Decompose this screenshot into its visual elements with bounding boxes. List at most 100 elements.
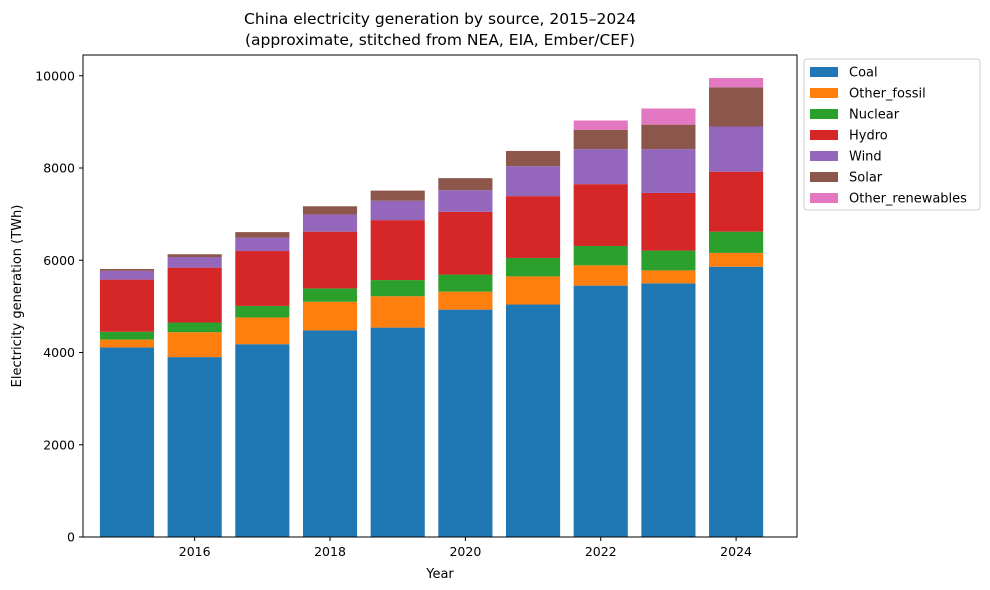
bar-segment-other-fossil-2017 (235, 317, 290, 345)
bar-segment-hydro-2018 (302, 231, 358, 289)
bar-segment-coal-2020 (438, 309, 493, 537)
bar-segment-hydro-2020 (438, 211, 493, 275)
bar-segment-other-renewables-2023 (641, 108, 696, 125)
bar-segment-nuclear-2019 (370, 280, 425, 297)
bar-segment-wind-2017 (235, 237, 290, 252)
bar-segment-solar-2019 (370, 190, 425, 201)
bar-segment-wind-2019 (370, 200, 425, 221)
bar-segment-coal-2021 (505, 304, 561, 537)
y-axis: 0 2000 4000 6000 8000 10000 (35, 68, 83, 545)
legend-label-solar: Solar (849, 171, 883, 186)
y-tick-label: 8000 (43, 161, 75, 176)
bar-segment-solar-2024 (709, 87, 764, 127)
bar-segment-wind-2021 (505, 166, 561, 197)
chart-title: China electricity generation by source, … (244, 10, 636, 28)
bar-segment-coal-2022 (573, 285, 628, 537)
legend-swatch-coal (810, 67, 838, 77)
bar-segment-hydro-2017 (235, 251, 290, 306)
bar-segment-hydro-2019 (370, 220, 425, 281)
bar-segment-wind-2022 (573, 149, 628, 185)
bar-segment-other-renewables-2022 (573, 120, 628, 130)
y-axis-title: Electricity generation (TWh) (10, 205, 25, 388)
bar-segment-other-fossil-2015 (99, 339, 155, 348)
bar-segment-hydro-2021 (505, 196, 561, 258)
bar-segment-nuclear-2021 (505, 257, 561, 277)
legend-swatch-nuclear (810, 109, 838, 119)
bar-segment-coal-2019 (370, 327, 425, 537)
bar-segment-solar-2022 (573, 129, 628, 150)
bar-segment-coal-2023 (641, 283, 696, 537)
bar-segment-solar-2020 (438, 178, 493, 191)
legend-swatch-solar (810, 172, 838, 182)
legend-label-wind: Wind (849, 150, 882, 165)
bar-segment-other-fossil-2021 (505, 276, 561, 305)
x-tick-label: 2020 (449, 544, 481, 559)
bar-segment-hydro-2023 (641, 192, 696, 251)
bar-segment-hydro-2015 (99, 279, 155, 332)
y-tick-label: 0 (67, 530, 75, 545)
legend-label-coal: Coal (849, 66, 878, 81)
legend-frame (803, 58, 981, 211)
bar-segment-solar-2016 (167, 254, 222, 258)
legend-label-other-renewables: Other_renewables (849, 192, 967, 207)
bar-segment-coal-2017 (235, 344, 290, 537)
bar-segment-other-fossil-2022 (573, 265, 628, 286)
bar-segment-other-fossil-2024 (709, 252, 764, 267)
bar-segment-solar-2015 (99, 269, 155, 271)
chart-subtitle: (approximate, stitched from NEA, EIA, Em… (245, 31, 635, 49)
y-tick-label: 6000 (43, 253, 75, 268)
bar-segment-other-fossil-2023 (641, 270, 696, 284)
y-tick-label: 4000 (43, 345, 75, 360)
bar-segment-hydro-2024 (709, 171, 764, 232)
bar-segment-solar-2021 (505, 150, 561, 167)
bar-segment-other-fossil-2016 (167, 332, 222, 358)
y-tick-label: 10000 (35, 68, 75, 83)
bars-layer (99, 78, 764, 537)
legend-swatch-hydro (810, 130, 838, 140)
bar-segment-wind-2015 (99, 270, 155, 280)
bar-segment-solar-2018 (302, 206, 358, 215)
bar-segment-nuclear-2015 (99, 331, 155, 340)
bar-segment-wind-2020 (438, 190, 493, 212)
bar-segment-nuclear-2023 (641, 250, 696, 271)
x-tick-label: 2022 (585, 544, 617, 559)
legend-label-hydro: Hydro (849, 129, 888, 144)
bar-segment-nuclear-2016 (167, 322, 222, 333)
bar-segment-coal-2015 (99, 347, 155, 537)
bar-segment-nuclear-2017 (235, 305, 290, 318)
legend-label-nuclear: Nuclear (849, 108, 900, 123)
plot-frame (82, 54, 798, 538)
bar-segment-nuclear-2022 (573, 245, 628, 266)
x-tick-label: 2024 (720, 544, 752, 559)
bar-segment-nuclear-2018 (302, 288, 358, 302)
bar-segment-wind-2024 (709, 126, 764, 172)
bar-segment-other-fossil-2020 (438, 291, 493, 310)
x-axis-title: Year (425, 567, 454, 582)
bar-segment-coal-2016 (167, 357, 222, 537)
bar-segment-other-fossil-2018 (302, 301, 358, 331)
legend-swatch-other-renewables (810, 193, 838, 203)
bar-segment-coal-2018 (302, 330, 358, 537)
bar-segment-other-fossil-2019 (370, 296, 425, 328)
bar-segment-hydro-2016 (167, 267, 222, 323)
bar-segment-wind-2023 (641, 149, 696, 193)
legend-label-other-fossil: Other_fossil (849, 87, 926, 102)
x-tick-label: 2018 (314, 544, 346, 559)
bar-segment-wind-2016 (167, 257, 222, 268)
bar-segment-coal-2024 (709, 266, 764, 537)
x-tick-label: 2016 (179, 544, 211, 559)
bar-segment-solar-2017 (235, 232, 290, 238)
bar-segment-nuclear-2020 (438, 274, 493, 292)
legend-swatch-other-fossil (810, 88, 838, 98)
bar-segment-hydro-2022 (573, 184, 628, 246)
bar-segment-other-renewables-2024 (709, 78, 764, 88)
bar-segment-solar-2023 (641, 124, 696, 150)
bar-segment-wind-2018 (302, 214, 358, 232)
bar-segment-nuclear-2024 (709, 231, 764, 253)
legend: Coal Other_fossil Nuclear Hydro Wind Solar Oth… (803, 58, 981, 211)
y-tick-label: 2000 (43, 437, 75, 452)
x-axis: 2016 2018 2020 2022 2024 (179, 537, 752, 559)
legend-swatch-wind (810, 151, 838, 161)
